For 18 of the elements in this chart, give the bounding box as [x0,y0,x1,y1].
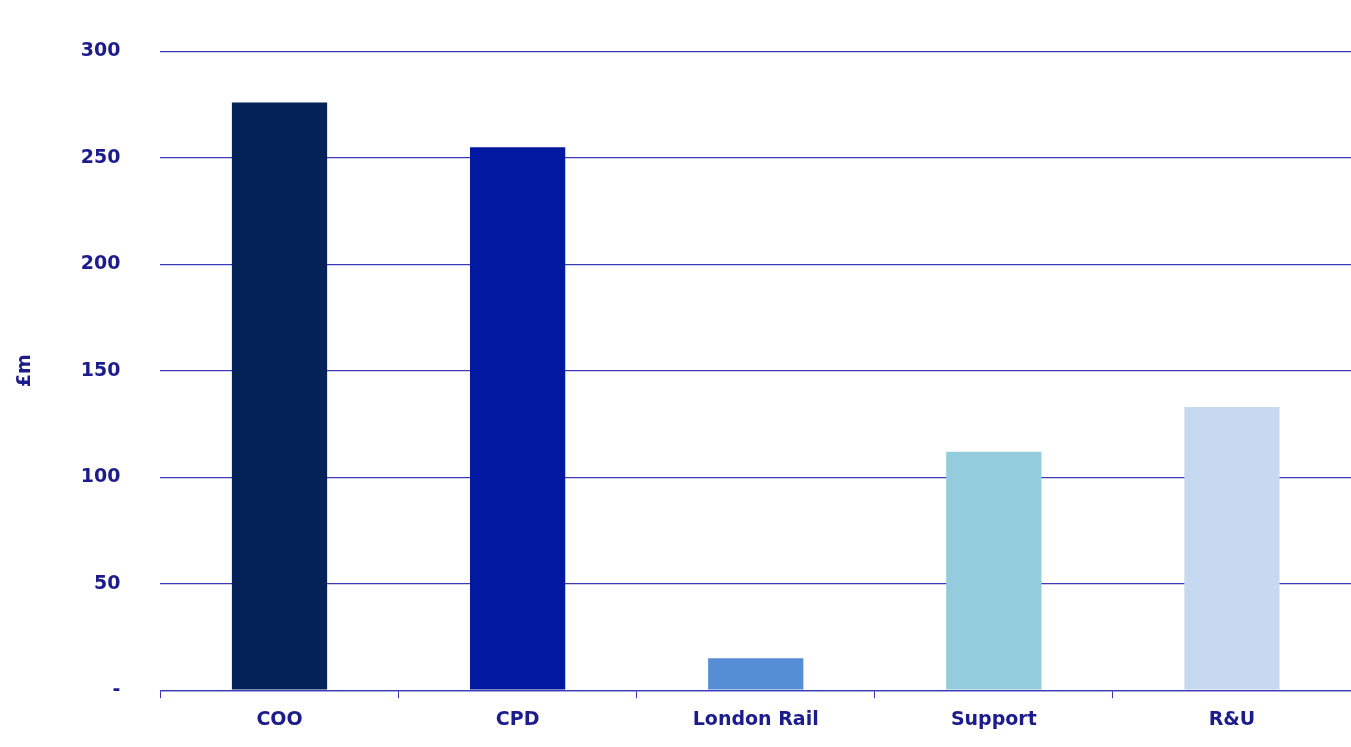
x-tick-label: COO [256,706,303,729]
y-tick-label: 250 [80,144,121,167]
x-tick-label: London Rail [692,706,819,729]
bar [470,147,566,690]
x-tick-label: CPD [495,706,540,729]
y-tick-label: - [112,677,121,700]
y-tick-label: 150 [80,357,121,380]
y-tick-label: 300 [80,38,121,61]
y-tick-label: 200 [80,251,121,274]
y-axis-title: £m [12,354,35,388]
bar [946,451,1042,690]
x-tick-label: R&U [1208,706,1256,729]
bar [1184,407,1280,690]
y-tick-label: 50 [94,570,121,593]
y-tick-label: 100 [80,464,121,487]
bar [708,658,804,690]
bar [231,102,328,690]
x-tick-label: Support [950,706,1037,729]
